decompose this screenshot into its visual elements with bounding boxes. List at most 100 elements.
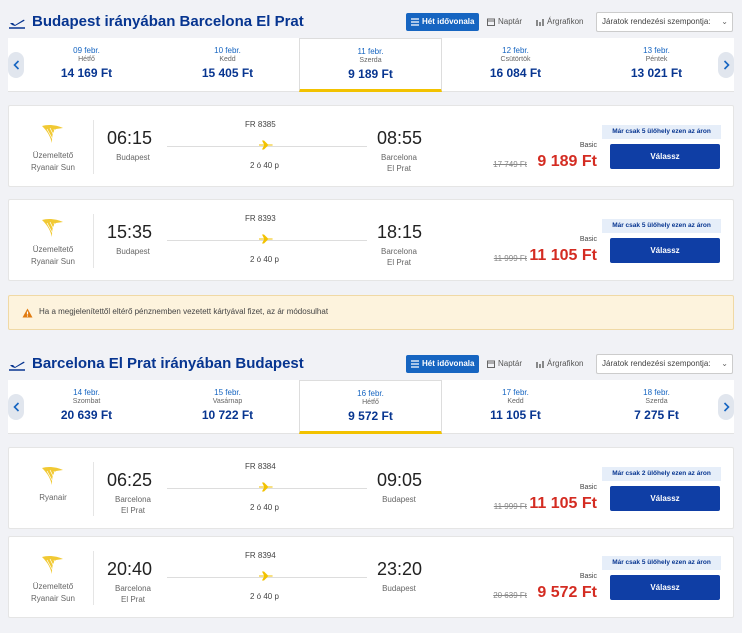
date-price: 15 405 Ft: [201, 66, 254, 80]
date-label: 18 febr.: [643, 388, 670, 397]
view-timeline-label: Hét idővonala: [422, 359, 475, 368]
departure-time: 20:40: [107, 559, 153, 579]
operator-name: Ryanair Sun: [30, 257, 76, 266]
arrival-city: Barcelona El Prat: [369, 152, 429, 174]
view-price-chart-button[interactable]: Árgrafikon: [531, 355, 588, 373]
date-cell[interactable]: 12 febr. Csütörtök 16 084 Ft: [444, 38, 587, 92]
view-calendar-label: Naptár: [498, 17, 523, 26]
airplane-icon: [259, 571, 273, 581]
chevron-left-icon: [12, 402, 19, 412]
ryanair-harp-logo-icon: [42, 555, 63, 574]
divider: [93, 551, 94, 605]
chevron-right-icon: [723, 60, 730, 70]
departure-city-line1: Budapest: [116, 153, 150, 162]
date-price: 7 275 Ft: [634, 408, 679, 422]
select-flight-button[interactable]: Válassz: [610, 238, 720, 263]
flight-number: FR 8385: [245, 120, 276, 129]
fare-type: Basic: [579, 142, 597, 149]
date-price: 10 722 Ft: [201, 408, 254, 422]
date-price: 9 572 Ft: [348, 409, 393, 423]
select-flight-button[interactable]: Válassz: [610, 575, 720, 600]
inbound-header: Barcelona El Prat irányában Budapest Hét…: [0, 352, 742, 382]
seats-left-badge: Már csak 2 ülőhely ezen az áron: [602, 467, 721, 481]
weekday-label: Hétfő: [78, 56, 95, 63]
date-label: 11 febr.: [357, 47, 384, 56]
divider: [93, 462, 94, 516]
weekday-label: Szombat: [72, 398, 101, 405]
date-cell[interactable]: 14 febr. Szombat 20 639 Ft: [15, 380, 158, 434]
sort-select[interactable]: Járatok rendezési szempontja: ⌄: [596, 354, 733, 374]
flight-duration: 2 ó 40 p: [250, 161, 279, 170]
weekday-label: Hétfő: [362, 399, 379, 406]
bar-chart-icon: [536, 19, 544, 26]
date-cell[interactable]: 18 febr. Szerda 7 275 Ft: [585, 380, 728, 434]
operator-info: Üzemeltető Ryanair Sun: [13, 150, 93, 174]
chevron-right-icon: [723, 402, 730, 412]
sort-select-value: Járatok rendezési szempontja:: [602, 359, 711, 368]
weekday-label: Vasárnap: [212, 398, 243, 405]
operator-name: Ryanair: [39, 493, 67, 502]
date-label: 09 febr.: [73, 46, 100, 55]
operator-info: Üzemeltető Ryanair Sun: [13, 581, 93, 605]
operator-info: Ryanair: [13, 492, 93, 504]
date-cell[interactable]: 09 febr. Hétfő 14 169 Ft: [15, 38, 158, 92]
outbound-title: Budapest irányában Barcelona El Prat: [32, 13, 304, 30]
select-flight-button[interactable]: Válassz: [610, 486, 720, 511]
prev-week-button[interactable]: [8, 394, 24, 420]
date-label: 17 febr.: [502, 388, 529, 397]
flight-card: Ryanair 06:25 Barcelona El Prat FR 8384 …: [8, 447, 734, 529]
date-cell[interactable]: 15 febr. Vasárnap 10 722 Ft: [156, 380, 299, 434]
date-cell-selected[interactable]: 11 febr. Szerda 9 189 Ft: [299, 38, 442, 92]
seats-left-badge: Már csak 5 ülőhely ezen az áron: [602, 219, 721, 233]
sort-select[interactable]: Járatok rendezési szempontja: ⌄: [596, 12, 733, 32]
warning-text: Ha a megjelenítettől eltérő pénznemben v…: [39, 307, 329, 316]
departure-city-line2: El Prat: [120, 506, 145, 515]
flight-card: Üzemeltető Ryanair Sun 06:15 Budapest FR…: [8, 105, 734, 187]
next-week-button[interactable]: [718, 52, 734, 78]
view-timeline-label: Hét idővonala: [422, 17, 475, 26]
sort-select-value: Járatok rendezési szempontja:: [602, 17, 711, 26]
date-label: 14 febr.: [73, 388, 100, 397]
date-cell[interactable]: 10 febr. Kedd 15 405 Ft: [156, 38, 299, 92]
view-calendar-button[interactable]: Naptár: [482, 355, 527, 373]
operator-label: Üzemeltető: [32, 151, 74, 160]
view-timeline-button[interactable]: Hét idővonala: [406, 355, 480, 373]
arrival-time: 23:20: [377, 559, 423, 579]
flight-number: FR 8384: [245, 462, 276, 471]
list-icon: [411, 18, 419, 26]
weekday-label: Csütörtök: [500, 56, 531, 63]
weekday-label: Szerda: [645, 398, 668, 405]
view-price-chart-button[interactable]: Árgrafikon: [531, 13, 588, 31]
date-cell[interactable]: 13 febr. Péntek 13 021 Ft: [585, 38, 728, 92]
date-price: 20 639 Ft: [60, 408, 113, 422]
view-timeline-button[interactable]: Hét idővonala: [406, 13, 480, 31]
arrival-time: 18:15: [377, 222, 423, 242]
ryanair-harp-logo-icon: [42, 124, 63, 143]
inbound-date-strip: 14 febr. Szombat 20 639 Ft 15 febr. Vasá…: [8, 380, 734, 434]
seats-left-badge: Már csak 5 ülőhely ezen az áron: [602, 125, 721, 139]
departure-city-line1: Barcelona: [114, 495, 152, 504]
ryanair-harp-logo-icon: [42, 466, 63, 485]
next-week-button[interactable]: [718, 394, 734, 420]
select-flight-button[interactable]: Válassz: [610, 144, 720, 169]
date-label: 10 febr.: [214, 46, 241, 55]
operator-info: Üzemeltető Ryanair Sun: [13, 244, 93, 268]
outbound-header: Budapest irányában Barcelona El Prat Hét…: [0, 10, 742, 40]
date-cell-selected[interactable]: 16 febr. Hétfő 9 572 Ft: [299, 380, 442, 434]
departure-time: 15:35: [107, 222, 153, 242]
calendar-icon: [487, 18, 495, 26]
date-cell[interactable]: 17 febr. Kedd 11 105 Ft: [444, 380, 587, 434]
date-price: 13 021 Ft: [630, 66, 683, 80]
chevron-down-icon: ⌄: [721, 17, 728, 26]
flight-price: 11 105 Ft: [529, 495, 597, 512]
flight-price: 9 572 Ft: [537, 584, 597, 601]
view-calendar-button[interactable]: Naptár: [482, 13, 527, 31]
departure-time: 06:25: [107, 470, 153, 490]
date-label: 16 febr.: [357, 389, 384, 398]
original-price: 11 999 Ft: [493, 502, 527, 511]
prev-week-button[interactable]: [8, 52, 24, 78]
arrival-city-line2: El Prat: [386, 164, 411, 173]
flight-card: Üzemeltető Ryanair Sun 20:40 Barcelona E…: [8, 536, 734, 618]
flight-number: FR 8394: [245, 551, 276, 560]
divider: [93, 214, 94, 268]
